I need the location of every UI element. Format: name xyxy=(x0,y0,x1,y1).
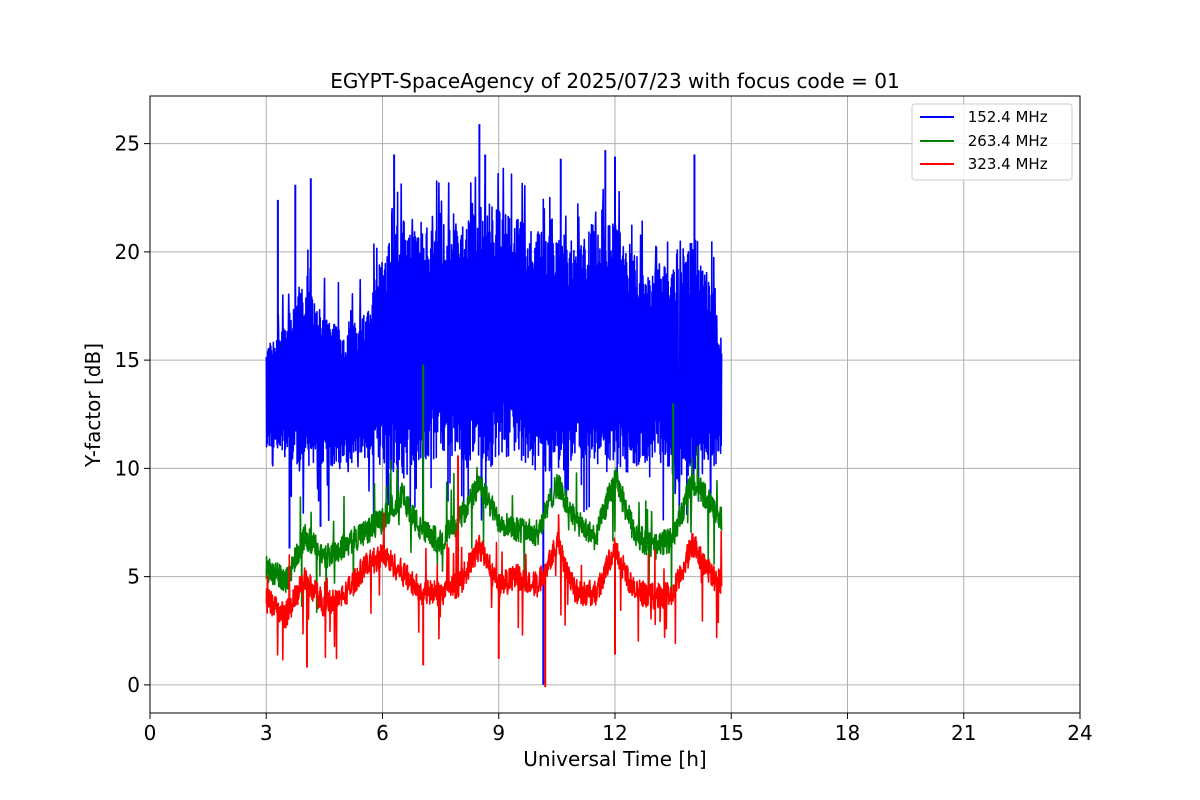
series-line xyxy=(265,512,723,661)
series-line xyxy=(265,445,723,614)
y-tick-label: 10 xyxy=(115,456,140,480)
y-tick-label: 20 xyxy=(115,240,140,264)
y-tick-label: 5 xyxy=(127,565,140,589)
x-tick-label: 3 xyxy=(260,721,273,745)
legend-label-152-mhz: 152.4 MHz xyxy=(963,108,1048,126)
x-tick-label: 6 xyxy=(376,721,389,745)
series-line xyxy=(265,167,723,522)
x-axis-label: Universal Time [h] xyxy=(523,747,706,771)
y-tick-label: 25 xyxy=(115,132,140,156)
y-axis-label: Y-factor [dB] xyxy=(81,343,105,468)
y-tick-label: 0 xyxy=(127,673,140,697)
chart-title: EGYPT-SpaceAgency of 2025/07/23 with foc… xyxy=(330,69,899,93)
legend-label-323-mhz: 323.4 MHz xyxy=(963,155,1048,173)
x-tick-label: 0 xyxy=(144,721,157,745)
legend: 152.4 MHz 263.4 MHz 323.4 MHz xyxy=(911,103,1073,181)
x-tick-label: 24 xyxy=(1067,721,1092,745)
series-1 xyxy=(265,364,723,614)
x-tick-label: 21 xyxy=(951,721,976,745)
legend-label-263-mhz: 263.4 MHz xyxy=(963,132,1048,150)
x-tick-label: 15 xyxy=(719,721,744,745)
legend-box xyxy=(911,103,1073,181)
x-tick-label: 18 xyxy=(835,721,860,745)
y-tick-label: 15 xyxy=(115,348,140,372)
plot-layer xyxy=(265,124,723,688)
x-tick-label: 9 xyxy=(492,721,505,745)
series-2 xyxy=(265,455,723,688)
x-tick-label: 12 xyxy=(602,721,627,745)
ticks-layer: 0 3 6 9 12 15 18 21 24 0 5 10 15 20 25 xyxy=(115,132,1093,745)
